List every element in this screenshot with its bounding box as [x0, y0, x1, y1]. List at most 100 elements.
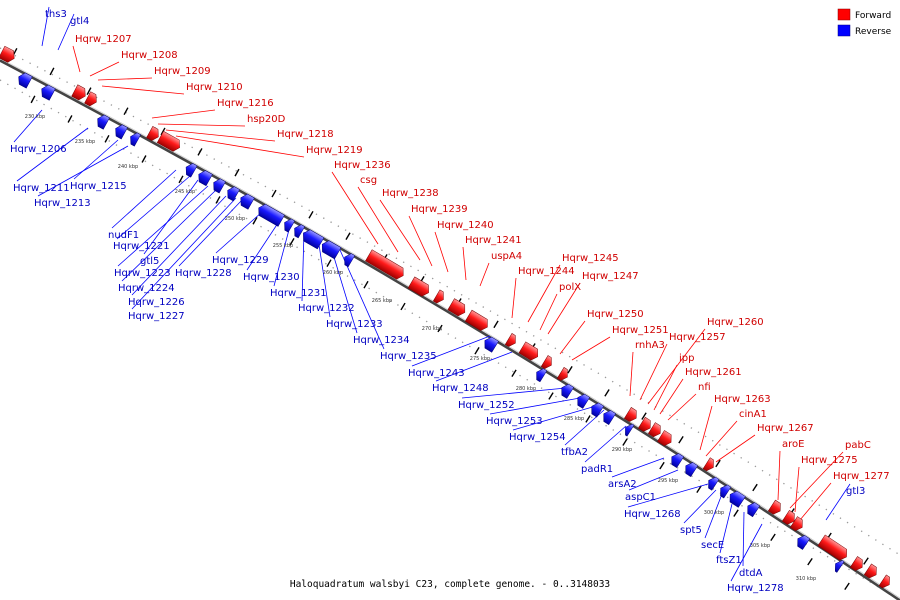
tick-label: 235 kbp	[75, 139, 95, 145]
reverse-gene	[591, 402, 605, 418]
tick-label: 270 kbp	[422, 326, 442, 332]
forward-gene-label: Hqrw_1210	[186, 82, 243, 93]
reverse-gene-label: Hqrw_1278	[727, 583, 784, 594]
reverse-gene	[603, 410, 617, 425]
reverse-gene	[536, 368, 548, 383]
forward-gene-label: Hqrw_1216	[217, 98, 274, 109]
forward-gene	[637, 416, 651, 432]
forward-gene	[849, 556, 863, 571]
forward-gene	[156, 130, 180, 152]
tick-label: 295 kbp	[658, 478, 678, 484]
tick-label: 230 kbp	[25, 114, 45, 120]
forward-gene-label: Hqrw_1244	[518, 266, 575, 277]
forward-gene	[432, 289, 444, 304]
reverse-gene	[18, 72, 33, 89]
reverse-gene-label: Hqrw_1221	[113, 241, 170, 252]
forward-gene	[817, 534, 848, 561]
reverse-gene-label: gtl5	[140, 256, 159, 267]
reverse-gene-label: Hqrw_1215	[70, 181, 127, 192]
reverse-gene-label: aspC1	[625, 492, 656, 503]
reverse-gene-label: Hqrw_1233	[326, 319, 383, 330]
forward-gene-label: Hqrw_1260	[707, 317, 764, 328]
forward-gene	[407, 276, 429, 297]
reverse-gene-label: Hqrw_1235	[380, 351, 437, 362]
reverse-gene-label: secE	[701, 540, 724, 551]
reverse-gene	[484, 336, 499, 353]
forward-gene-label: aroE	[782, 439, 804, 450]
gene-features	[0, 45, 890, 589]
reverse-gene-label: Hqrw_1229	[212, 255, 269, 266]
forward-gene	[365, 249, 404, 280]
reverse-gene-label: Hqrw_1231	[270, 288, 327, 299]
reverse-gene	[294, 224, 306, 239]
reverse-gene	[729, 490, 746, 508]
forward-gene	[657, 430, 672, 446]
gene-labels: Hqrw_1207 Hqrw_1208 Hqrw_1209 Hqrw_1210 Hqrw…	[10, 9, 890, 594]
forward-gene	[447, 298, 466, 317]
forward-gene-label: Hqrw_1263	[714, 394, 771, 405]
forward-gene-label: Hqrw_1218	[277, 129, 334, 140]
tick-label: 310 kbp	[796, 576, 816, 582]
reverse-gene	[130, 132, 141, 147]
reverse-gene	[227, 186, 240, 202]
legend-forward-label: Forward	[855, 11, 891, 21]
reverse-gene-label: Hqrw_1226	[128, 297, 185, 308]
forward-gene-label: Hqrw_1261	[685, 367, 742, 378]
reverse-gene	[321, 240, 342, 260]
tick-label: 300 kbp	[704, 510, 724, 516]
reverse-gene-label: padR1	[581, 464, 613, 475]
forward-gene	[504, 333, 516, 347]
reverse-gene	[344, 253, 356, 268]
reverse-gene-label: nudF1	[108, 230, 139, 241]
reverse-gene-label: Hqrw_1253	[486, 416, 543, 427]
forward-gene	[540, 355, 552, 369]
reverse-gene	[185, 163, 198, 178]
reverse-gene	[240, 193, 255, 210]
reverse-gene-label: spt5	[680, 525, 702, 536]
forward-gene	[878, 574, 890, 589]
forward-gene	[146, 126, 159, 141]
reverse-gene	[625, 423, 635, 437]
forward-gene	[863, 563, 877, 579]
forward-gene	[71, 84, 86, 101]
tick-label: 250 kbp	[225, 216, 245, 222]
forward-gene	[781, 509, 795, 525]
forward-gene-label: polX	[559, 282, 581, 293]
forward-gene-label: Hqrw_1250	[587, 309, 644, 320]
reverse-gene-label: Hqrw_1268	[624, 509, 681, 520]
reverse-gene	[561, 383, 575, 399]
reverse-gene	[577, 393, 591, 409]
reverse-gene	[797, 535, 811, 550]
tick-label: 275 kbp	[470, 356, 490, 362]
forward-gene-label: Hqrw_1240	[437, 220, 494, 231]
forward-gene	[464, 309, 488, 331]
forward-gene-label: Hqrw_1275	[801, 455, 858, 466]
forward-gene	[84, 91, 97, 107]
tick-label: 280 kbp	[516, 386, 536, 392]
tick-label: 290 kbp	[612, 447, 632, 453]
forward-gene-label: Hqrw_1277	[833, 471, 890, 482]
reverse-gene-label: Hqrw_1232	[298, 303, 355, 314]
tick-label: 285 kbp	[564, 416, 584, 422]
forward-gene-label: Hqrw_1251	[612, 325, 669, 336]
reverse-gene-label: Hqrw_1254	[509, 432, 566, 443]
forward-gene-label: cinA1	[739, 409, 767, 420]
reverse-gene	[747, 502, 761, 518]
forward-gene	[767, 499, 781, 515]
reverse-gene	[685, 462, 699, 477]
reverse-gene	[834, 560, 845, 573]
forward-gene	[702, 457, 714, 472]
forward-gene-label: Hqrw_1247	[582, 271, 639, 282]
forward-gene-label: uspA4	[491, 251, 522, 262]
reverse-gene-label: gtl4	[70, 16, 89, 27]
tick-label: 305 kbp	[750, 543, 770, 549]
forward-gene-label: ipp	[679, 353, 694, 364]
forward-gene-label: Hqrw_1209	[154, 66, 211, 77]
reverse-gene-label: ftsZ1	[716, 555, 742, 566]
forward-gene-label: Hqrw_1239	[411, 204, 468, 215]
reverse-gene-label: Hqrw_1224	[118, 283, 175, 294]
reverse-gene-label: Hqrw_1248	[432, 383, 489, 394]
tick-label: 240 kbp	[118, 164, 138, 170]
reverse-gene	[115, 124, 128, 140]
